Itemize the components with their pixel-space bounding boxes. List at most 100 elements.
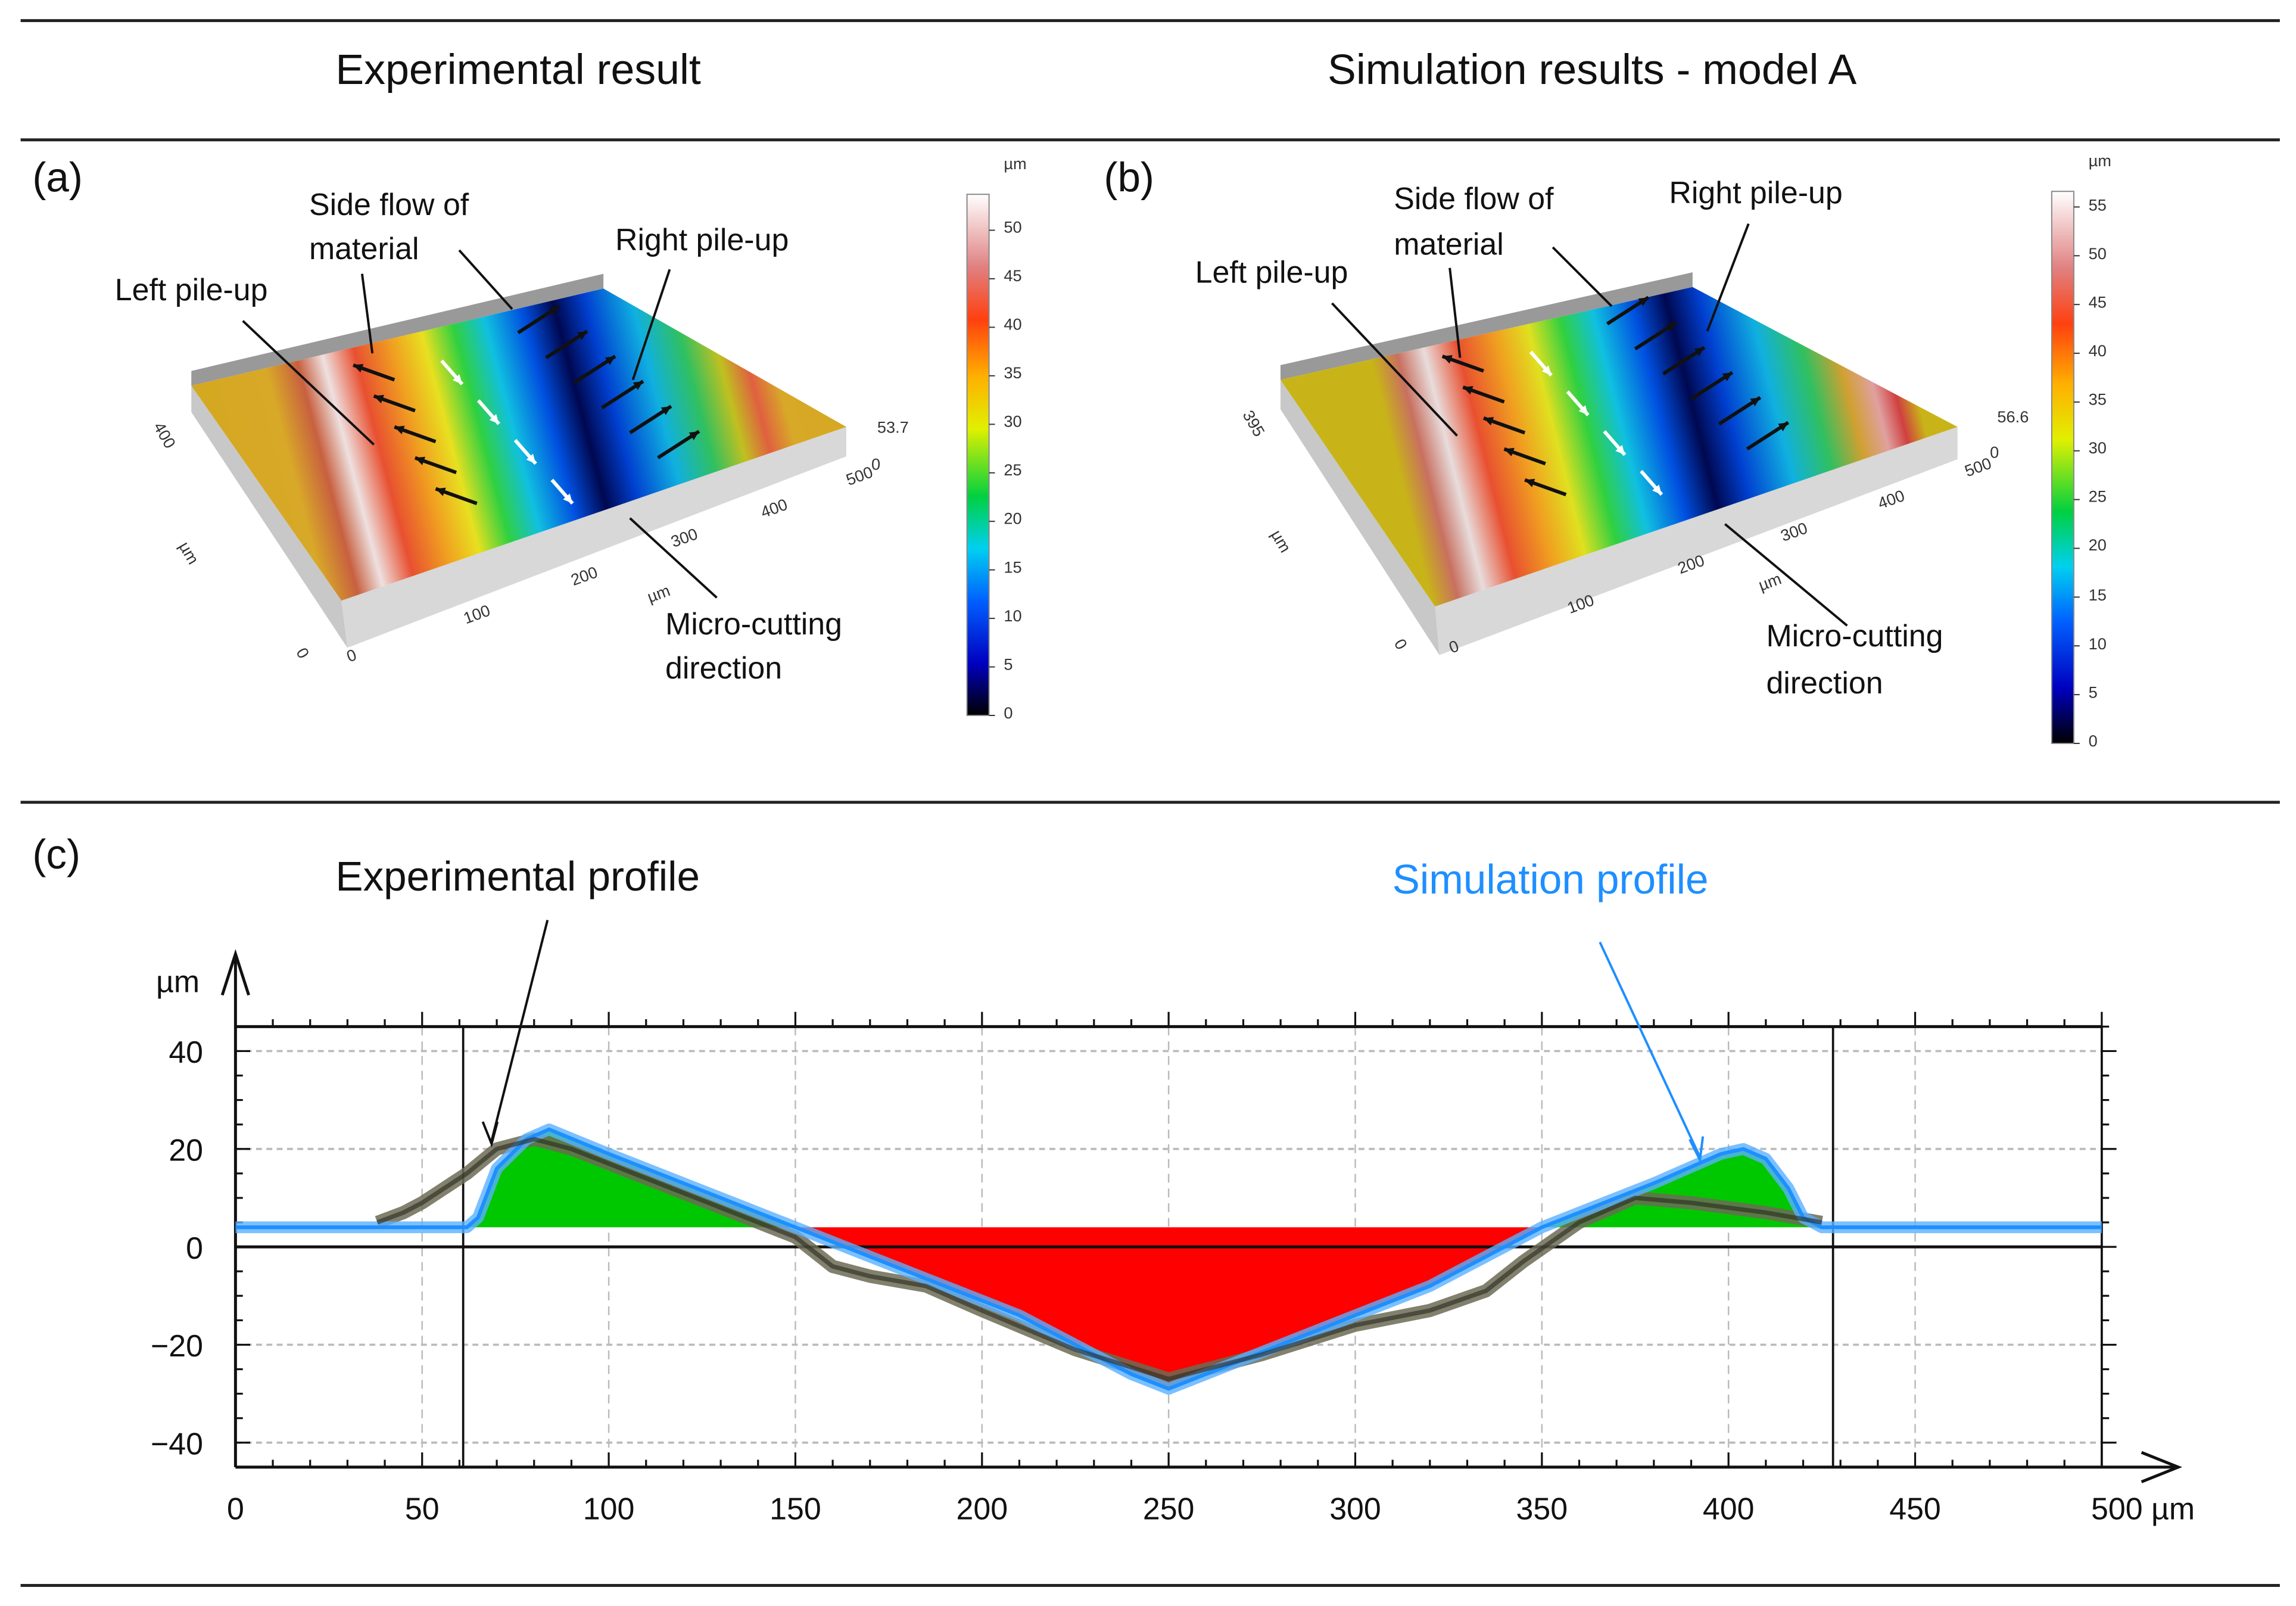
z-top-a: 53.7 <box>877 419 909 437</box>
panel-a-label: (a) <box>32 154 83 201</box>
flow-arrowhead-icon <box>1525 478 1535 487</box>
colorbar-tick-label: 15 <box>1004 559 1022 577</box>
x-tick-label: 450 <box>1889 1491 1941 1526</box>
annotation-material-a: material <box>309 232 419 267</box>
annotation-cutting-b: Micro-cutting <box>1766 620 1943 654</box>
flow-arrowhead-icon <box>661 406 671 415</box>
flow-arrowhead-icon <box>549 306 560 315</box>
annotation-side-flow-b: Side flow of <box>1394 182 1554 217</box>
colorbar-tick-label: 0 <box>1004 705 1013 723</box>
flow-arrowhead-icon <box>1778 422 1789 431</box>
x-tick-label: 400 <box>1703 1491 1755 1526</box>
flow-arrowhead-icon <box>453 374 462 384</box>
colorbar-tick-label: 45 <box>2088 294 2107 312</box>
x-tick-label: 350 <box>1516 1491 1568 1526</box>
flow-arrowhead-icon <box>1615 444 1625 455</box>
flow-arrowhead-icon <box>1463 386 1473 395</box>
annotation-cutting-a: Micro-cutting <box>665 608 843 642</box>
annotation-right-pile-b: Right pile-up <box>1669 176 1843 211</box>
colorbar-tick-label: 30 <box>1004 413 1022 432</box>
colorbar-a <box>966 194 990 716</box>
flow-arrowhead-icon <box>1541 365 1552 376</box>
flow-arrowhead-icon <box>1694 347 1705 356</box>
annotation-left-pile-a: Left pile-up <box>114 273 268 308</box>
flow-arrowhead-icon <box>605 356 615 365</box>
colorbar-tick-label: 35 <box>2088 391 2107 410</box>
flow-arrowhead-icon <box>633 381 643 390</box>
flow-arrowhead-icon <box>489 414 499 424</box>
annotation-left-pile-b: Left pile-up <box>1195 256 1348 290</box>
colorbar-tick-label: 20 <box>1004 511 1022 529</box>
annotation-side-flow-a: Side flow of <box>309 188 469 223</box>
colorbar-tick-label: 50 <box>1004 220 1022 238</box>
colorbar-tick-label: 45 <box>1004 268 1022 287</box>
colorbar-tick-label: 25 <box>1004 462 1022 481</box>
flow-arrowhead-icon <box>689 431 699 440</box>
colorbar-tick-label: 5 <box>2088 684 2098 702</box>
experimental-annotation-arrow <box>490 920 549 1141</box>
x-tick-label: 0 <box>227 1491 244 1526</box>
header-rule <box>20 138 2280 141</box>
colorbar-b <box>2051 191 2074 744</box>
flow-arrowhead-icon <box>394 425 405 434</box>
top-rule <box>20 19 2280 21</box>
colorbar-tick-label: 30 <box>2088 440 2107 459</box>
colorbar-tick-label: 35 <box>1004 365 1022 384</box>
x-tick-label: 200 <box>957 1491 1008 1526</box>
surface-b-left-wall <box>1280 379 1440 655</box>
colorbar-tick-label: 10 <box>2088 635 2107 653</box>
arrowhead-icon <box>1688 1136 1705 1165</box>
x-tick-label: 300 <box>1329 1491 1381 1526</box>
annotation-material-b: material <box>1394 228 1504 262</box>
annotation-arrows-b <box>1331 223 1848 627</box>
surface-a-left-wall <box>191 385 348 648</box>
x-tick-label: 500 µm <box>2091 1491 2195 1526</box>
colorbar-tick-label: 50 <box>2088 245 2107 263</box>
colorbar-tick-label: 0 <box>2088 733 2098 751</box>
flow-arrowhead-icon <box>1504 447 1515 457</box>
flow-arrowhead-icon <box>1638 297 1649 306</box>
flow-arrowhead-icon <box>373 394 384 404</box>
colorbar-tick-label: 55 <box>2088 197 2107 214</box>
y-axis-unit: µm <box>155 966 200 1000</box>
colorbar-tick-label: 20 <box>2088 538 2107 556</box>
colorbar-tick-label: 5 <box>1004 656 1013 674</box>
flow-arrowhead-icon <box>435 487 446 496</box>
flow-arrowhead-icon <box>577 331 588 340</box>
colorbar-b-unit: µm <box>2088 153 2111 171</box>
colorbar-tick-label: 40 <box>2088 343 2107 361</box>
flow-arrowhead-icon <box>1722 372 1733 381</box>
y-tick-label: −20 <box>151 1328 203 1363</box>
flow-arrowhead-icon <box>1578 405 1588 415</box>
colorbar-a-unit: µm <box>1004 155 1027 174</box>
arrowhead-icon <box>481 1121 499 1148</box>
colorbar-tick-label: 40 <box>1004 317 1022 335</box>
flow-arrowhead-icon <box>563 493 573 504</box>
x-tick-label: 250 <box>1143 1491 1195 1526</box>
surface-a-back-wall <box>191 273 604 386</box>
annotation-direction-a: direction <box>665 652 783 686</box>
annotation-arrows-a <box>242 249 718 599</box>
flow-arrowhead-icon <box>1442 355 1453 364</box>
colorbar-tick-label: 10 <box>1004 608 1022 626</box>
flow-arrowhead-icon <box>1750 397 1761 406</box>
flow-arrowhead-icon <box>1483 416 1494 426</box>
x-axis-arrow-icon <box>2141 1451 2183 1483</box>
x-tick-label: 100 <box>583 1491 635 1526</box>
flow-arrowhead-icon <box>526 453 536 464</box>
flow-arrowhead-icon <box>353 364 364 373</box>
panel-c-label: (c) <box>32 832 81 877</box>
z-top-b: 56.6 <box>1997 409 2029 427</box>
y-tick-label: −40 <box>151 1427 203 1461</box>
flow-arrowhead-icon <box>1652 484 1662 495</box>
colorbar-tick-label: 25 <box>2088 489 2107 507</box>
y-tick-label: 20 <box>169 1133 203 1168</box>
area-below-reference <box>235 1227 2102 1389</box>
surface-b-back-wall <box>1280 272 1693 380</box>
annotation-simulation-profile: Simulation profile <box>1392 857 1709 902</box>
y-axis-arrow-icon <box>220 949 250 996</box>
header-simulation: Simulation results - model A <box>1328 47 1857 95</box>
